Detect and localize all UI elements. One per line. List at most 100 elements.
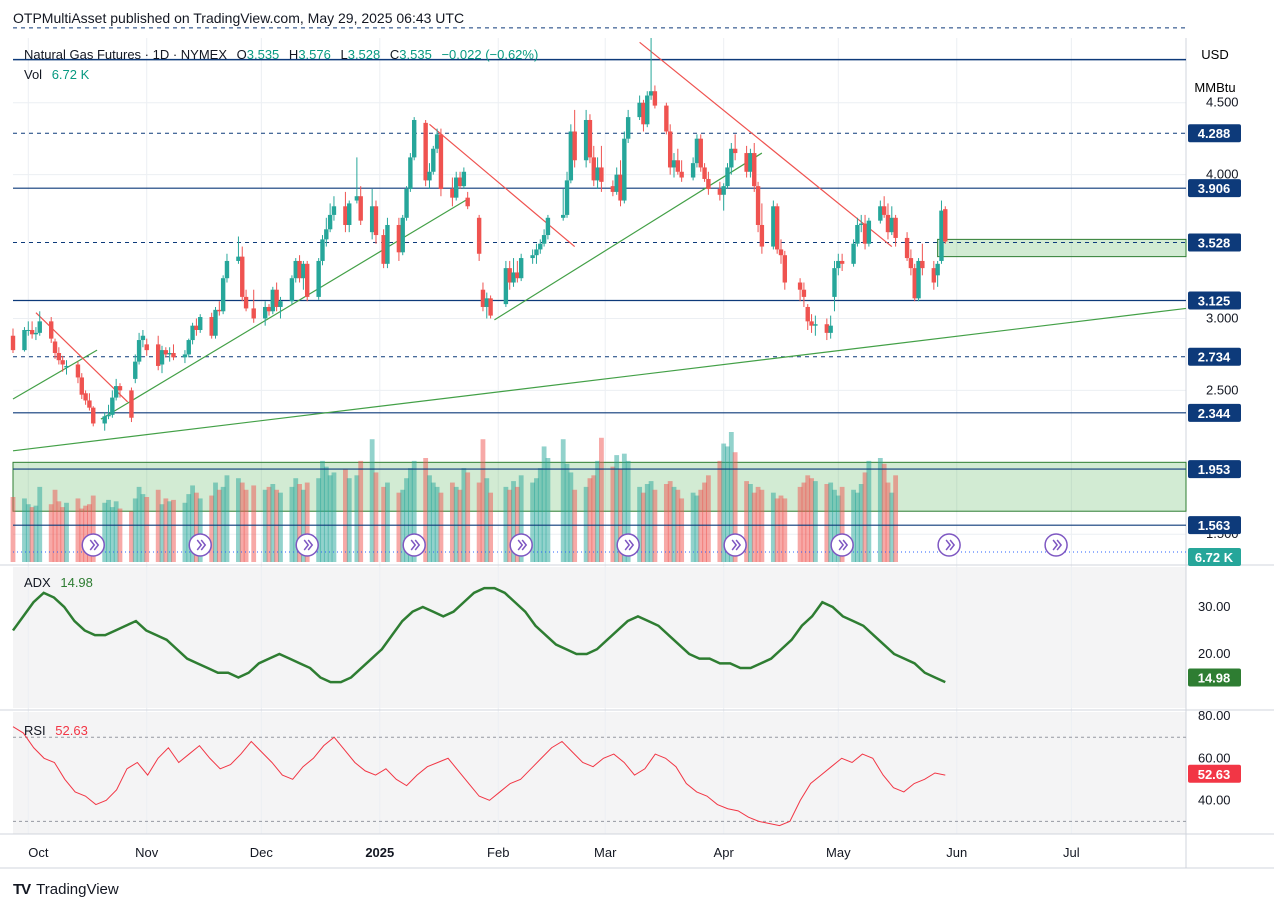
brand-name: TradingView [36,881,119,898]
price-tick-label: 3.000 [1206,310,1239,325]
trendline-red[interactable] [639,41,893,248]
calendar-event-icon[interactable] [509,533,533,557]
candle [102,411,107,431]
volume-bar [270,484,276,562]
volume-bar [797,486,803,562]
volume-bar [648,481,654,562]
candle [748,148,753,178]
volume-bar [411,460,417,562]
volume-bar [144,497,150,562]
volume-bar [102,502,108,562]
volume-bar [289,486,295,562]
attribution-text: OTPMultiAsset published on TradingView.c… [13,10,465,26]
candle [408,153,413,192]
time-tick-label: Nov [135,845,159,860]
volume-bar [243,489,249,562]
calendar-event-icon[interactable] [723,533,747,557]
trendline-green[interactable] [12,307,1187,452]
calendar-event-icon[interactable] [830,533,854,557]
candle [224,253,230,283]
volume-bar [358,460,364,562]
candle [480,282,486,312]
time-tick-label: Feb [487,845,509,860]
candle [87,393,92,411]
open-value: 3.535 [247,47,280,62]
volume-bar [438,492,444,562]
event-layer[interactable] [81,533,1068,557]
trendline-green[interactable] [100,198,468,420]
candle [484,292,489,319]
volume-bar [644,484,650,562]
candle [236,236,241,264]
candle [136,332,142,365]
candle [270,286,276,315]
svg-text:4.288: 4.288 [1198,126,1231,141]
candle [163,347,169,358]
calendar-event-icon[interactable] [188,533,212,557]
volume-bar [610,466,616,562]
volume-bar [675,489,681,562]
trendline-green[interactable] [494,152,763,321]
candle [209,312,214,339]
candle [614,167,619,195]
volume-bar [778,495,784,562]
candle [729,143,734,175]
volume-bar [862,472,868,562]
candle [60,355,65,372]
calendar-event-icon[interactable] [402,533,426,557]
volume-bar [109,507,115,562]
volume-bar [465,472,471,562]
volume-bar [621,453,627,562]
volume-bar [213,482,218,562]
volume-bar [331,472,337,562]
volume-bar [480,439,486,562]
legend-row: Natural Gas Futures · 1D · NYMEX O3.535 … [24,47,538,62]
trendline-red[interactable] [429,123,576,248]
volume-bar [518,475,524,562]
candle [515,260,520,283]
volume-bar [591,475,597,562]
volume-bar [618,469,623,562]
volume-bar [828,482,834,562]
volume-bar [530,482,536,562]
candle [801,282,807,307]
time-tick-label: Oct [28,845,49,860]
volume-bar [220,486,226,562]
svg-text:3.125: 3.125 [1198,294,1231,309]
symbol-label: Natural Gas Futures · 1D · NYMEX [24,47,227,62]
candle [10,328,16,353]
candle [694,134,700,168]
candle [457,171,463,190]
vol-value: 6.72 K [52,67,90,82]
calendar-event-icon[interactable] [81,533,105,557]
open-label: O [237,47,247,62]
candle [610,180,616,197]
calendar-event-icon[interactable] [1044,533,1068,557]
svg-text:14.98: 14.98 [1198,671,1231,686]
volume-bar [488,492,494,562]
last-price-badge: 3.528 [1188,233,1241,252]
candle [327,203,333,233]
candle [56,347,62,365]
calendar-event-icon[interactable] [295,533,319,557]
calendar-event-icon[interactable] [937,533,961,557]
candle [797,278,803,302]
volume-bar [197,498,203,562]
candle [251,289,256,323]
candle [698,134,703,172]
price-tick-label: 4.500 [1206,95,1239,110]
volume-bar [560,439,566,562]
volume-bar [209,495,215,562]
candle [301,260,306,290]
candle [75,361,81,384]
price-level-badge: 4.288 [1188,124,1241,143]
volume-bar [511,481,516,562]
calendar-event-icon[interactable] [616,533,640,557]
candle [771,200,776,250]
candle [908,249,914,276]
volume-bar [343,469,348,562]
candle [625,109,631,143]
volume-bar [239,482,245,562]
candle [423,119,428,187]
